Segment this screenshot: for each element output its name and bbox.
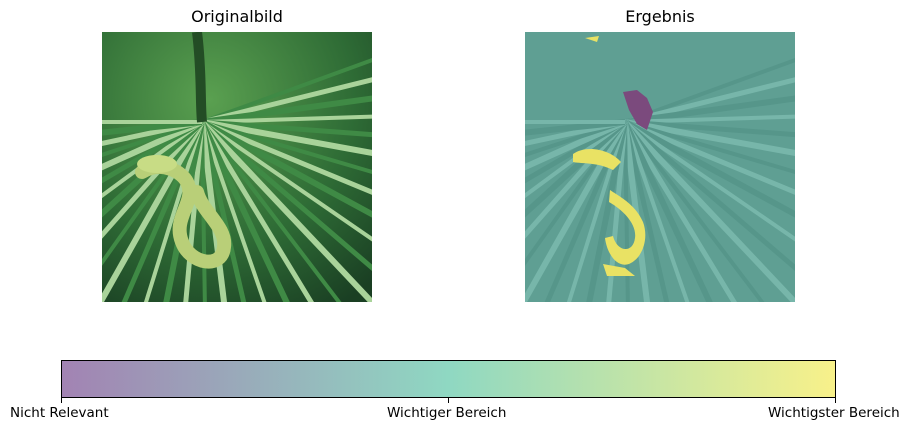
leaf-ray xyxy=(624,57,795,124)
leaf-ray xyxy=(201,77,372,125)
leaf-ray xyxy=(201,57,372,124)
low-relevance-region xyxy=(623,90,653,130)
leaf-ray xyxy=(525,120,626,157)
leaf-ray xyxy=(102,119,203,136)
leaf-ray xyxy=(102,120,203,157)
leaf-ray xyxy=(199,121,247,302)
leaf-ray xyxy=(525,119,627,184)
leaf-ray xyxy=(622,119,795,302)
leaf-ray xyxy=(624,77,795,125)
leaf-ray xyxy=(525,119,626,147)
colorbar-tick-max xyxy=(835,398,836,403)
result-heatmap-overlay xyxy=(525,32,795,302)
leaf-ray xyxy=(201,95,372,125)
leaf-ray xyxy=(525,120,627,239)
leaf-ray xyxy=(201,119,372,156)
leaf-ray xyxy=(624,114,795,124)
leaf-ray xyxy=(623,121,630,302)
snake-head xyxy=(137,155,177,173)
high-relevance-region-head xyxy=(573,148,621,170)
colorbar-label-min: Nicht Relevant xyxy=(10,405,109,421)
leaf-ray xyxy=(200,120,342,302)
leaf-ray xyxy=(200,121,207,302)
leaf-ray xyxy=(102,120,205,302)
colorbar-tick-mid xyxy=(448,398,449,403)
leaf-ray xyxy=(622,121,651,302)
leaf-ray xyxy=(199,119,372,302)
palm-leaf-snake-illustration xyxy=(102,32,372,302)
leaf-ray xyxy=(201,119,372,195)
leaf-ray xyxy=(525,119,627,171)
high-relevance-speck xyxy=(585,36,599,42)
leaf-ray xyxy=(201,120,372,175)
leaf-ray xyxy=(525,119,626,136)
leaf-ray xyxy=(102,119,203,147)
leaf-ray xyxy=(586,121,628,302)
leaf-ray xyxy=(199,121,228,302)
leaf-ray xyxy=(201,119,372,138)
leaf-ray xyxy=(525,120,628,302)
leaf-ray xyxy=(102,119,204,171)
leaf-ray xyxy=(566,121,627,302)
colorbar-label-max: Wichtigster Bereich xyxy=(768,405,900,421)
leaf-ray xyxy=(622,120,713,302)
leaf-ray xyxy=(544,121,628,302)
leaf-ray xyxy=(623,120,795,242)
leaf-ray xyxy=(624,119,795,138)
relevance-colorbar xyxy=(61,360,836,398)
leaf-ray xyxy=(624,95,795,125)
overlay-ray-group xyxy=(525,57,795,302)
leaf-ray xyxy=(624,119,795,195)
leaf-ray xyxy=(622,121,670,302)
high-relevance-region-body xyxy=(605,190,646,265)
colorbar-label-mid: Wichtiger Bereich xyxy=(387,405,507,421)
colorbar-tick-min xyxy=(61,398,62,403)
leaf-ray xyxy=(624,119,795,156)
snake-body xyxy=(135,160,232,269)
leaf-ray xyxy=(623,120,765,302)
leaf-ray xyxy=(199,120,314,302)
leaf-ray xyxy=(623,121,690,302)
high-relevance-region-tail xyxy=(603,264,635,276)
result-image xyxy=(525,32,795,302)
original-image-title: Originalbild xyxy=(191,7,283,26)
leaf-ray xyxy=(525,119,628,218)
leaf-ray xyxy=(199,120,290,302)
original-image xyxy=(102,32,372,302)
leaf-ray xyxy=(624,120,795,175)
leaf-ray xyxy=(200,119,372,218)
leaf-ray xyxy=(525,120,627,266)
leaf-ray xyxy=(200,121,267,302)
leaf-ray xyxy=(623,120,795,272)
leaf-ray xyxy=(200,120,372,272)
leaf-ray xyxy=(622,120,737,302)
result-image-title: Ergebnis xyxy=(625,7,695,26)
leaf-ray xyxy=(623,119,795,218)
leaf-ray xyxy=(200,120,372,242)
leaf-ray xyxy=(201,114,372,124)
leaf-ray xyxy=(606,121,628,302)
leaf-ray xyxy=(102,119,204,184)
